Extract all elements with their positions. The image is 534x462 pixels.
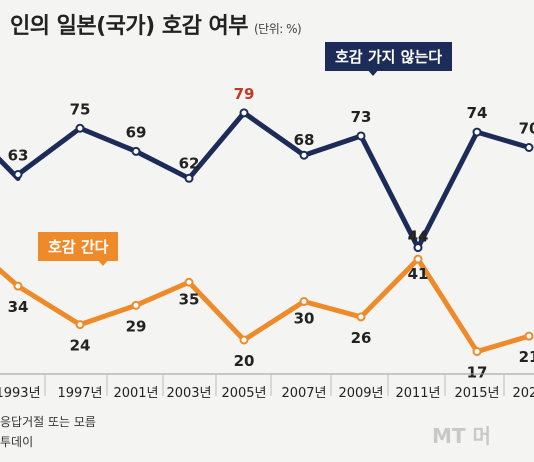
x-tick-label: 2022 [512, 386, 534, 401]
title-text: 인의 일본(국가) 호감 여부 [10, 14, 249, 39]
dislike-point [184, 173, 194, 183]
like-data-label: 17 [467, 364, 488, 382]
unit-label: (단위: %) [254, 22, 302, 36]
legend-like: 호감 간다 [38, 232, 119, 261]
like-point [13, 281, 23, 291]
x-tick-label: 2003년 [166, 386, 211, 401]
x-tick-label: 2015년 [454, 386, 499, 401]
x-tick-label: 2011년 [395, 386, 440, 401]
like-data-label: 30 [294, 310, 315, 328]
like-point [356, 312, 366, 322]
dislike-data-label: 70 [519, 120, 534, 138]
dislike-data-label: 68 [294, 131, 315, 149]
legend-dislike-pointer [366, 68, 380, 76]
dislike-data-label: 74 [467, 104, 488, 122]
dislike-point [472, 127, 482, 137]
footnote-source: 투데이 [0, 435, 34, 449]
x-tick-label: 2001년 [113, 386, 158, 401]
dislike-data-label: 73 [351, 108, 372, 126]
like-series-line [15, 256, 532, 355]
like-point [184, 277, 194, 287]
dislike-data-label: 75 [70, 100, 91, 118]
like-lead-in [0, 267, 21, 289]
dislike-data-label: 79 [234, 85, 255, 103]
dislike-point [13, 169, 23, 179]
like-data-label: 21 [519, 348, 534, 366]
like-point [472, 347, 482, 357]
dislike-series-line [15, 110, 532, 251]
dislike-point [75, 123, 85, 133]
like-point [413, 254, 423, 264]
x-tick-label: 1997년 [57, 386, 102, 401]
x-tick-label: 1993년 [0, 386, 41, 401]
like-data-label: 24 [70, 337, 91, 355]
like-data-label: 29 [126, 317, 147, 335]
dislike-point [524, 143, 534, 152]
footnote-nonresponse: 응답거절 또는 모름 [0, 415, 96, 429]
like-data-label: 41 [408, 265, 429, 283]
dislike-data-label: 44 [408, 228, 429, 246]
x-tick-label: 2009년 [338, 386, 383, 401]
dislike-point [356, 131, 366, 141]
like-point [131, 300, 141, 310]
x-tick-label: 2005년 [221, 386, 266, 401]
like-data-label: 34 [8, 298, 29, 316]
like-point [524, 331, 534, 341]
legend-like-pointer [96, 258, 110, 266]
like-point [299, 297, 309, 306]
legend-dislike: 호감 가지 않는다 [325, 42, 453, 71]
like-data-label: 26 [351, 329, 372, 347]
like-point [239, 335, 249, 345]
dislike-point [239, 108, 249, 118]
chart-title: 인의 일본(국가) 호감 여부 (단위: %) [10, 8, 302, 40]
dislike-point [413, 243, 423, 253]
like-data-label: 20 [234, 352, 255, 370]
like-data-label: 35 [179, 290, 200, 308]
x-tick-label: 2007년 [281, 386, 326, 401]
dislike-point [131, 146, 141, 156]
dislike-data-label: 69 [126, 123, 147, 141]
dislike-point [299, 150, 309, 160]
dislike-data-label: 63 [8, 146, 29, 164]
like-point [75, 320, 85, 330]
dislike-data-label: 62 [179, 154, 200, 172]
watermark-logo: MT 머 [432, 424, 491, 448]
